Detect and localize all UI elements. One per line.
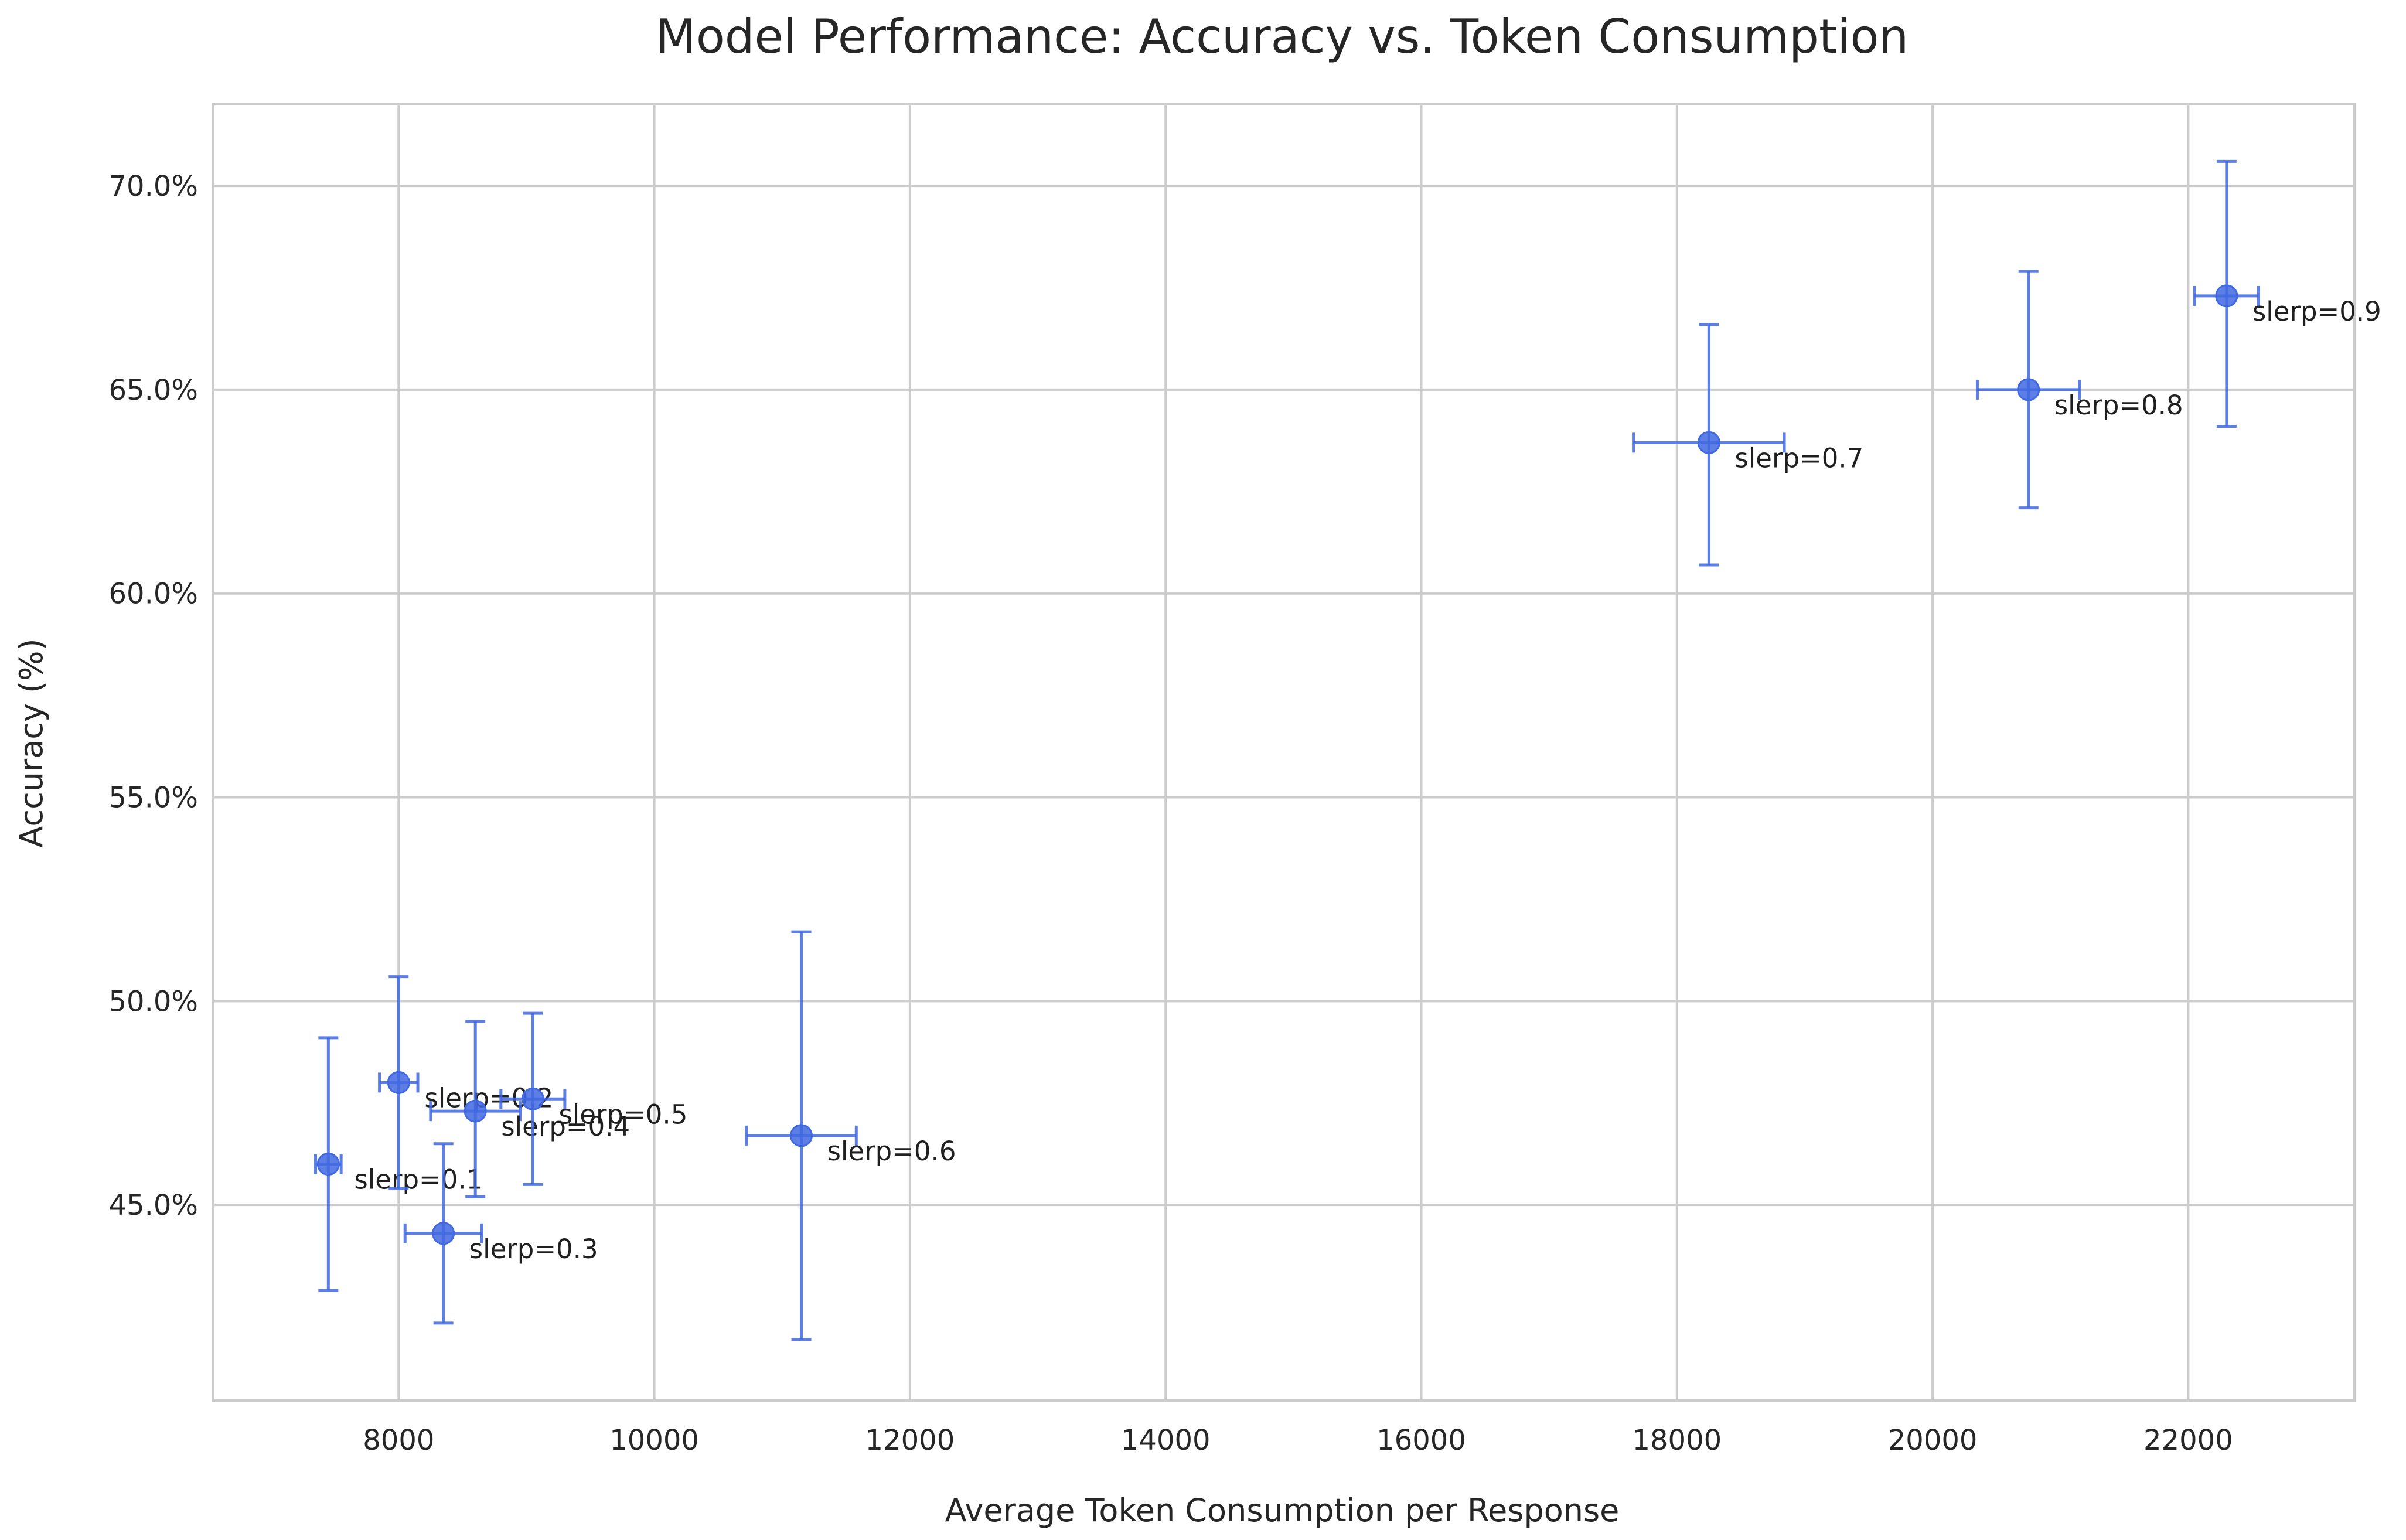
data-point-label: slerp=0.8 [2054, 390, 2183, 421]
series-layer: slerp=0.1slerp=0.2slerp=0.3slerp=0.4sler… [314, 159, 2381, 1341]
data-point-marker [789, 1124, 813, 1147]
data-point-marker [2017, 378, 2040, 401]
data-point-label: slerp=0.6 [827, 1136, 956, 1167]
data-point-group: slerp=0.1 [314, 1036, 483, 1292]
y-axis-label: Accuracy (%) [13, 638, 50, 847]
x-tick-label: 14000 [1121, 1424, 1211, 1457]
data-point-group: slerp=0.5 [499, 1011, 687, 1186]
y-tick-label: 65.0% [109, 374, 198, 407]
data-point-label: slerp=0.3 [469, 1234, 598, 1265]
data-point-marker [1697, 431, 1720, 454]
data-point-group: slerp=0.6 [745, 930, 956, 1341]
y-tick-label: 70.0% [109, 170, 198, 203]
y-tick-label: 55.0% [109, 782, 198, 815]
y-tick-label: 50.0% [109, 985, 198, 1018]
plot-frame [212, 103, 2356, 1402]
x-tick-label: 12000 [865, 1424, 955, 1457]
y-tick-label: 45.0% [109, 1189, 198, 1222]
data-point-label: slerp=0.1 [354, 1164, 483, 1195]
data-point-label: slerp=0.4 [501, 1111, 630, 1142]
data-point-group: slerp=0.8 [1975, 270, 2183, 510]
data-point-group: slerp=0.7 [1632, 323, 1863, 567]
data-point-label: slerp=0.5 [558, 1099, 687, 1130]
data-point-group: slerp=0.9 [2193, 159, 2381, 428]
tick-layer: 8000 10000 12000 14000 16000 18000 20000 22000 4… [109, 170, 2233, 1457]
x-tick-label: 10000 [609, 1424, 699, 1457]
data-point-marker [387, 1071, 410, 1094]
x-tick-label: 18000 [1632, 1424, 1722, 1457]
data-point-group: slerp=0.4 [429, 1020, 630, 1198]
x-axis-label: Average Token Consumption per Response [945, 1492, 1620, 1529]
data-point-marker [521, 1087, 544, 1110]
x-tick-label: 16000 [1376, 1424, 1466, 1457]
data-point-marker [432, 1222, 455, 1245]
x-tick-label: 22000 [2143, 1424, 2233, 1457]
data-point-label: slerp=0.7 [1734, 442, 1863, 473]
data-point-label: slerp=0.9 [2252, 296, 2381, 327]
x-tick-label: 20000 [1888, 1424, 1978, 1457]
chart-title: Model Performance: Accuracy vs. Token Co… [656, 9, 1909, 64]
x-tick-label: 8000 [363, 1424, 434, 1457]
data-point-marker [2215, 284, 2238, 308]
data-point-group: slerp=0.3 [403, 1142, 598, 1325]
data-point-marker [316, 1153, 340, 1176]
data-point-marker [464, 1099, 487, 1123]
y-tick-label: 60.0% [109, 578, 198, 611]
